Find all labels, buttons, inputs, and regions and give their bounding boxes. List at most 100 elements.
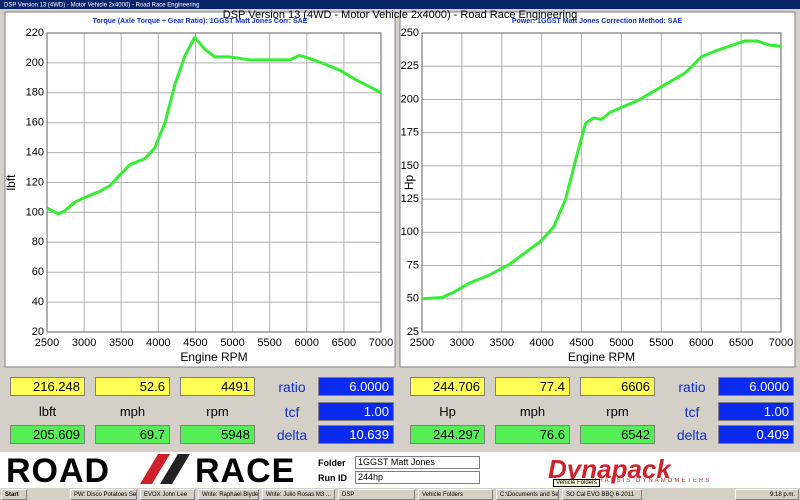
y-tick-label: 80: [32, 236, 44, 248]
logo-text: RACE: [195, 452, 296, 487]
chart-subtitle: Torque (Axle Torque ÷ Gear Ratio): 1GGST…: [93, 18, 308, 25]
y-tick-label: 225: [401, 60, 419, 72]
readout-value: 4491: [180, 377, 255, 396]
logo-slashes: [140, 454, 190, 484]
taskbar: Start 9:18 p.m. PW: Disco Potatoes Se...…: [0, 487, 800, 500]
y-tick-label: 100: [401, 226, 419, 238]
run-id-field[interactable]: 244hp: [355, 471, 480, 484]
readout-value: 244.297: [410, 425, 485, 444]
readout-unit: rpm: [206, 404, 229, 419]
readout-unit: mph: [519, 404, 546, 419]
x-tick-label: 5000: [609, 337, 633, 349]
x-tick-label: 7000: [369, 337, 393, 349]
readout-setting[interactable]: 10.639: [318, 425, 394, 444]
chart-subtitle: Power: 1GGST Matt Jones Correction Metho…: [512, 18, 683, 25]
x-tick-label: 4500: [569, 337, 593, 349]
x-tick-label: 2500: [410, 337, 434, 349]
readout-value: 77.4: [495, 377, 570, 396]
x-tick-label: 5000: [220, 337, 244, 349]
readout-unit: rpm: [606, 404, 629, 419]
y-tick-label: 40: [32, 296, 44, 308]
readout-setting[interactable]: 6.0000: [318, 377, 394, 396]
taskbar-item[interactable]: Write: Raphael Blyden ...: [198, 489, 259, 500]
x-tick-label: 5500: [257, 337, 281, 349]
taskbar-item[interactable]: Write: Julio Rosas M3 ...: [262, 489, 335, 500]
readout-value: 205.609: [10, 425, 85, 444]
y-tick-label: 175: [401, 127, 419, 139]
y-tick-label: 120: [26, 176, 44, 188]
readout-setting[interactable]: 0.409: [718, 425, 794, 444]
y-tick-label: 125: [401, 193, 419, 205]
y-tick-label: 60: [32, 266, 44, 278]
taskbar-item[interactable]: PW: Disco Potatoes Se...: [70, 489, 137, 500]
y-axis-label: lbft: [4, 174, 18, 191]
plot-border: [421, 32, 782, 333]
y-tick-label: 160: [26, 117, 44, 129]
x-tick-label: 3000: [450, 337, 474, 349]
y-tick-label: 150: [401, 160, 419, 172]
window-title: DSP Version 13 (4WD) - Motor Vehicle 2x4…: [4, 3, 199, 9]
readout-setting[interactable]: 1.00: [718, 402, 794, 421]
taskbar-item[interactable]: Vehicle Folders: [418, 489, 493, 500]
readout-value: 6606: [580, 377, 655, 396]
x-tick-label: 5500: [649, 337, 673, 349]
chart-frame: [4, 11, 396, 368]
readout-value: 69.7: [95, 425, 170, 444]
taskbar-item[interactable]: C:\Documents and Se...: [496, 489, 559, 500]
charts: DSP Version 13 (4WD) - Motor Vehicle 2x4…: [0, 0, 800, 368]
readout-value: 6542: [580, 425, 655, 444]
x-tick-label: 4000: [529, 337, 553, 349]
y-tick-label: 140: [26, 147, 44, 159]
brand-sub: CHASSIS DYNAMOMETERS: [592, 478, 712, 484]
y-tick-label: 250: [401, 27, 419, 39]
y-tick-label: 25: [407, 326, 419, 338]
start-button[interactable]: Start: [1, 489, 27, 500]
x-tick-label: 7000: [769, 337, 793, 349]
readout-panel: 216.248 52.6 4491 ratio 6.0000 lbft mph rpm tcf 1…: [0, 370, 800, 452]
logo-text: ROAD: [6, 452, 111, 487]
readout-unit: mph: [119, 404, 146, 419]
run-id-label: Run ID: [318, 473, 347, 483]
header: DSP Version 13 (4WD - Motor Vehicle 2x40…: [223, 9, 577, 21]
readout-value: 5948: [180, 425, 255, 444]
taskbar-item[interactable]: SO Cal EVO BBQ 6-2011: [562, 489, 642, 500]
title-bar: [0, 0, 800, 9]
y-tick-label: 20: [32, 326, 44, 338]
x-tick-label: 6500: [729, 337, 753, 349]
x-tick-label: 4000: [146, 337, 170, 349]
x-tick-label: 3500: [109, 337, 133, 349]
x-axis-label: Engine RPM: [568, 350, 635, 364]
readout-label: delta: [676, 426, 708, 443]
plot-border: [46, 32, 382, 333]
readout-label: tcf: [284, 403, 300, 420]
x-tick-label: 2500: [35, 337, 59, 349]
tooltip: Vehicle Folders: [553, 479, 601, 487]
x-tick-label: 6500: [332, 337, 356, 349]
x-tick-label: 3000: [72, 337, 96, 349]
taskbar-item[interactable]: DSP: [338, 489, 415, 500]
readout-setting[interactable]: 6.0000: [718, 377, 794, 396]
x-tick-label: 6000: [295, 337, 319, 349]
readout-unit: lbft: [38, 404, 57, 419]
y-tick-label: 220: [26, 27, 44, 39]
y-tick-label: 180: [26, 87, 44, 99]
x-tick-label: 4500: [183, 337, 207, 349]
folder-label: Folder: [318, 458, 346, 468]
y-tick-label: 200: [26, 57, 44, 69]
readout-setting[interactable]: 1.00: [318, 402, 394, 421]
readout-value: 216.248: [10, 377, 85, 396]
chart-frame: [399, 11, 796, 368]
y-axis-label: Hp: [402, 175, 416, 191]
taskbar-item[interactable]: EVOX John Lee: [140, 489, 195, 500]
readout-label: ratio: [278, 378, 306, 395]
folder-field[interactable]: 1GGST Matt Jones: [355, 456, 480, 469]
y-tick-label: 200: [401, 93, 419, 105]
readout-label: delta: [276, 426, 308, 443]
readout-value: 52.6: [95, 377, 170, 396]
data-line: [421, 39, 782, 301]
y-tick-label: 75: [407, 259, 419, 271]
readout-value: 76.6: [495, 425, 570, 444]
x-tick-label: 3500: [490, 337, 514, 349]
x-axis-label: Engine RPM: [180, 350, 247, 364]
